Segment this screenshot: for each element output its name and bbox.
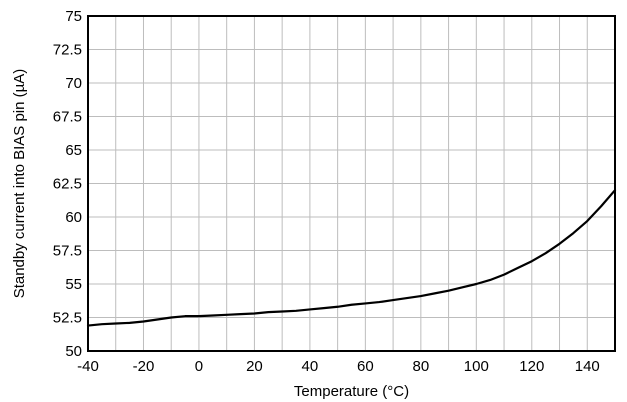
y-tick-label: 72.5 (53, 42, 82, 59)
y-tick-label: 60 (65, 209, 82, 226)
tick-labels: -40 -20 0 20 40 60 80 100 120 140 50 52.5 55 57.5 60 62… (53, 8, 600, 375)
y-tick-label: 67.5 (53, 109, 82, 126)
x-tick-label: 100 (464, 358, 489, 375)
y-tick-label: 62.5 (53, 176, 82, 193)
x-tick-label: 60 (357, 358, 374, 375)
x-tick-label: 120 (519, 358, 544, 375)
y-tick-label: 75 (65, 8, 82, 25)
plot-frame (87, 15, 616, 352)
y-tick-label: 57.5 (53, 243, 82, 260)
series-line (86, 189, 617, 327)
x-tick-label: -40 (77, 358, 99, 375)
series-group (86, 189, 617, 327)
x-tick-label: 0 (195, 358, 203, 375)
y-tick-label: 65 (65, 142, 82, 159)
x-tick-label: 80 (412, 358, 429, 375)
y-tick-label: 52.5 (53, 310, 82, 327)
x-tick-label: 40 (302, 358, 319, 375)
y-tick-label: 55 (65, 276, 82, 293)
x-tick-label: 20 (246, 358, 263, 375)
x-tick-label: -20 (133, 358, 155, 375)
x-axis-title: Temperature (°C) (294, 383, 409, 400)
y-tick-label: 50 (65, 343, 82, 360)
x-tick-label: 140 (575, 358, 600, 375)
y-tick-label: 70 (65, 75, 82, 92)
y-axis-title: Standby current into BIAS pin (µA) (11, 69, 28, 299)
